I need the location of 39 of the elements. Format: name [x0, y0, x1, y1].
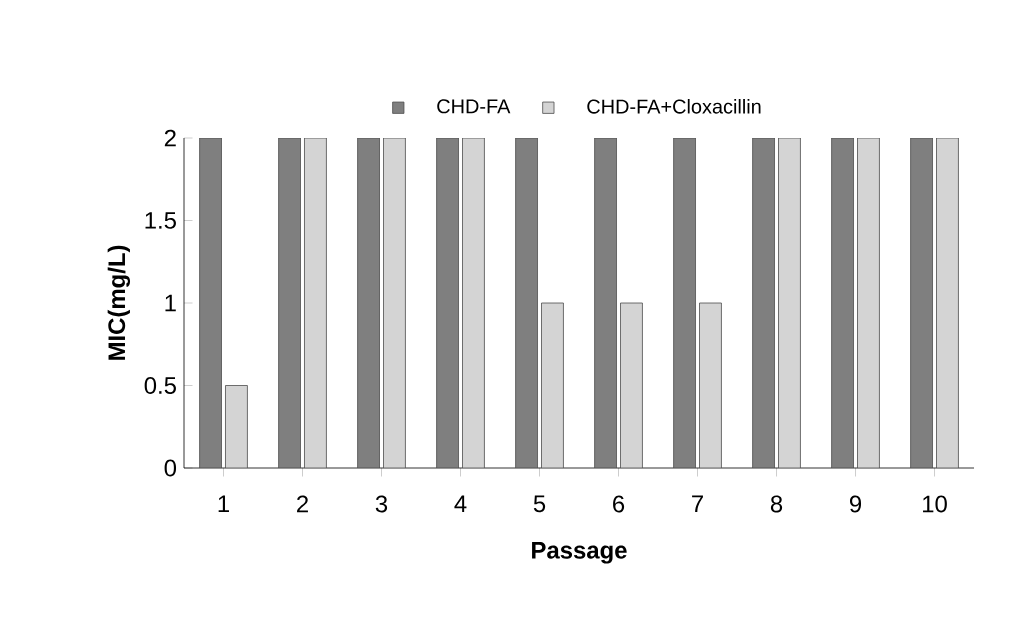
y-tick-label: 0.5 [144, 377, 176, 394]
bar [383, 138, 406, 468]
x-axis-title: Passage [532, 542, 627, 564]
bar [357, 138, 380, 468]
bar [778, 138, 801, 468]
y-tick-label: 1 [165, 294, 176, 312]
x-tick-label: 9 [849, 495, 862, 513]
x-tick-label: 6 [613, 495, 625, 513]
bar [752, 138, 775, 468]
x-tick-label: 5 [533, 495, 546, 513]
legend-label: CHD-FA [437, 99, 511, 114]
y-tick-label: 2 [164, 129, 176, 147]
bar [225, 385, 248, 468]
x-tick-label: 3 [375, 495, 388, 513]
x-tick-label: 2 [297, 495, 308, 513]
bar [699, 302, 722, 468]
y-axis-title: MIC(mg/L) [107, 245, 131, 360]
bar [673, 138, 696, 468]
y-tick-label: 0 [164, 459, 177, 477]
x-tick-label: 7 [692, 495, 703, 512]
y-tick-label: 1.5 [145, 212, 176, 229]
bar [199, 138, 222, 468]
bar [936, 138, 959, 468]
bar [831, 138, 854, 468]
bar [910, 138, 933, 468]
legend-label: CHD-FA+Cloxacillin [587, 99, 761, 114]
x-tick-label: 4 [454, 495, 467, 512]
x-tick-label: 1 [218, 495, 229, 512]
bar [462, 138, 485, 468]
bar [515, 138, 538, 468]
bar [541, 302, 564, 468]
bar [278, 138, 301, 468]
x-tick-label: 10 [923, 495, 947, 513]
bar [594, 138, 617, 468]
bar [436, 138, 459, 468]
bar [857, 138, 880, 468]
x-tick-label: 8 [770, 495, 783, 513]
bar [304, 138, 327, 468]
bar [620, 302, 643, 468]
